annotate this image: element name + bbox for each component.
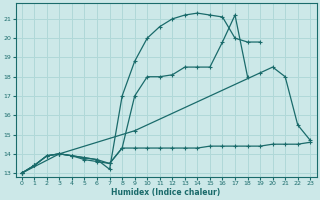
X-axis label: Humidex (Indice chaleur): Humidex (Indice chaleur): [111, 188, 221, 197]
